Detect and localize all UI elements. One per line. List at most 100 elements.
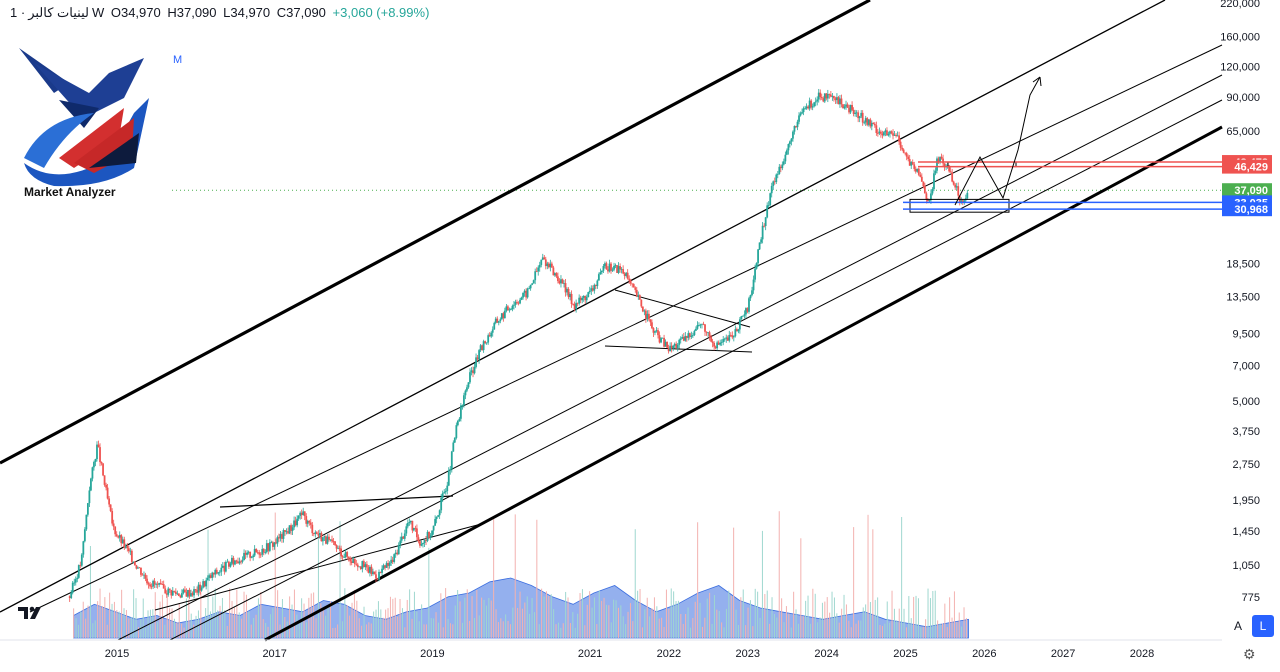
candle-body: [839, 98, 841, 105]
candle-body: [861, 112, 864, 123]
candle-body: [763, 225, 766, 227]
projection-arrowhead: [1032, 76, 1042, 87]
auto-scale-button[interactable]: A: [1233, 619, 1242, 633]
candle-body: [167, 588, 170, 595]
candle-body: [170, 590, 173, 596]
trend-line[interactable]: [0, 0, 871, 465]
candle-body: [851, 104, 853, 110]
candle-body: [299, 512, 302, 516]
candle-body: [699, 324, 702, 326]
candle-body: [855, 112, 858, 114]
candle-body: [358, 566, 361, 568]
candle-body: [315, 532, 318, 535]
candle-body: [804, 108, 806, 110]
candle-body: [625, 272, 628, 276]
candle-body: [523, 290, 526, 293]
candle-body: [99, 447, 101, 463]
candle-body: [773, 181, 776, 183]
candle-body: [691, 335, 694, 336]
candle-body: [505, 306, 508, 311]
trend-line[interactable]: [219, 495, 454, 508]
symbol-name[interactable]: لینیات کالبر: [28, 5, 89, 20]
candle-body: [412, 527, 415, 531]
candle-body: [347, 556, 350, 558]
candle-body: [152, 580, 154, 587]
candle-body: [174, 591, 177, 594]
candle-body: [510, 309, 512, 310]
candle-body: [344, 552, 347, 558]
candle-body: [403, 533, 406, 539]
candle-body: [789, 141, 791, 145]
candle-body: [735, 329, 738, 332]
candle-body: [214, 569, 217, 575]
candle-body: [514, 301, 517, 305]
price-label-box: [1222, 159, 1272, 174]
candle-body: [832, 96, 835, 99]
candle-body: [829, 94, 832, 97]
candle-body: [864, 118, 867, 123]
candle-body: [472, 370, 474, 374]
log-scale-button[interactable]: L: [1252, 615, 1274, 637]
candle-body: [776, 173, 779, 175]
candle-body: [846, 104, 849, 108]
interval-label[interactable]: 1W: [10, 5, 105, 20]
trend-line[interactable]: [604, 345, 753, 353]
trend-line[interactable]: [0, 0, 1166, 613]
trend-line[interactable]: [614, 289, 751, 328]
candle-body: [532, 280, 535, 284]
trend-line[interactable]: [117, 74, 1223, 641]
candle-body: [309, 522, 312, 525]
candle-body: [591, 288, 594, 291]
candle-body: [435, 516, 438, 520]
candle-body: [923, 186, 926, 194]
candle-body: [475, 357, 477, 367]
candle-body: [168, 588, 171, 591]
candle-body: [494, 318, 497, 323]
candle-body: [479, 345, 482, 351]
trend-line[interactable]: [264, 125, 1223, 642]
candle-body: [790, 138, 793, 142]
candle-body: [710, 336, 712, 342]
candle-body: [610, 263, 612, 271]
candle-body: [71, 582, 74, 593]
trend-line[interactable]: [169, 99, 1223, 641]
candle-body: [516, 301, 518, 303]
candle-body: [784, 154, 787, 162]
settings-gear-icon[interactable]: ⚙: [1243, 646, 1256, 662]
candle-body: [373, 571, 376, 575]
candle-body: [896, 135, 899, 137]
candle-body: [314, 532, 317, 535]
candle-body: [180, 593, 183, 598]
candle-body: [640, 299, 643, 307]
change-value: +3,060 (+8.99%): [332, 5, 430, 20]
tradingview-logo-icon[interactable]: [16, 601, 46, 623]
trend-line[interactable]: [29, 44, 1223, 613]
candle-body: [569, 293, 571, 298]
candle-body: [811, 106, 814, 108]
candle-body: [153, 580, 156, 585]
candle-body: [863, 122, 866, 124]
candle-body: [249, 551, 252, 558]
candle-body: [819, 92, 822, 98]
projection-path[interactable]: [954, 76, 1041, 206]
candle-body: [481, 345, 484, 351]
candle-body: [381, 568, 383, 573]
support-box[interactable]: [909, 198, 1010, 213]
candle-body: [285, 531, 288, 533]
candle-body: [751, 290, 753, 296]
candle-body: [135, 565, 138, 569]
candle-body: [215, 569, 218, 574]
candle-body: [717, 342, 720, 345]
candle-body: [892, 133, 894, 136]
candle-body: [685, 336, 688, 338]
candle-body: [949, 171, 952, 173]
candle-body: [767, 205, 770, 206]
candle-body: [397, 545, 400, 555]
candle-body: [470, 370, 473, 373]
channel-layer: [0, 0, 1223, 642]
candle-body: [825, 93, 828, 99]
candle-body: [102, 463, 104, 476]
candle-body: [281, 534, 283, 539]
candle-body: [529, 284, 532, 289]
